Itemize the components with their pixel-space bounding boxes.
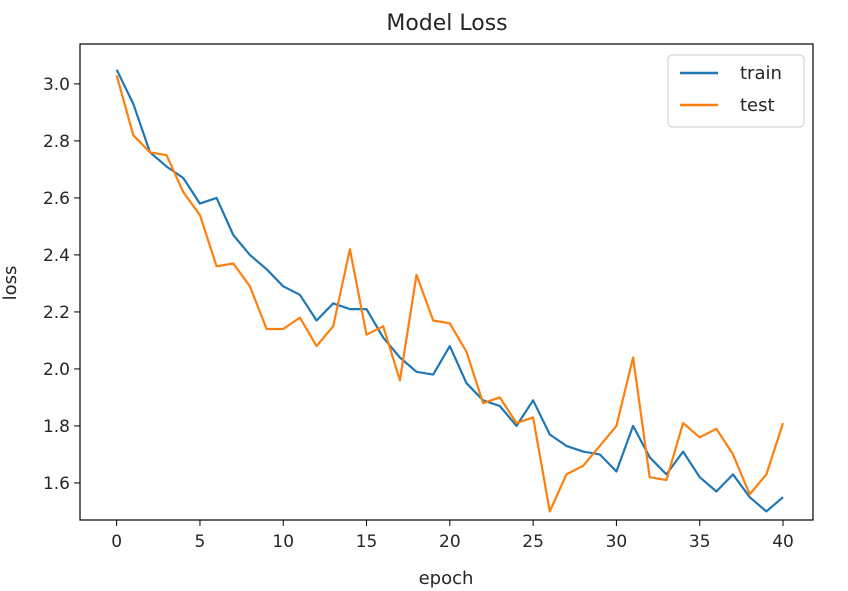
y-tick-label: 2.0 xyxy=(43,360,70,380)
x-axis-title: epoch xyxy=(419,568,474,589)
series-line-test xyxy=(115,75,785,513)
x-tick-label: 0 xyxy=(111,532,122,552)
y-tick-label: 2.8 xyxy=(43,132,70,152)
x-tick-label: 25 xyxy=(522,532,544,552)
y-tick-label: 3.0 xyxy=(43,75,70,95)
plot-area xyxy=(115,69,785,513)
x-tick-label: 5 xyxy=(195,532,206,552)
x-tick-label: 20 xyxy=(439,532,461,552)
x-axis-ticks: 0 5 10 15 20 25 30 35 40 xyxy=(111,520,794,552)
legend-label-train: train xyxy=(740,63,782,84)
legend: train test xyxy=(667,54,805,128)
y-tick-label: 1.8 xyxy=(43,417,70,437)
x-tick-label: 30 xyxy=(606,532,628,552)
x-tick-label: 10 xyxy=(272,532,294,552)
y-axis-ticks: 1.6 1.8 2.0 2.2 2.4 2.6 2.8 3.0 xyxy=(43,75,80,494)
chart-title: Model Loss xyxy=(386,11,507,36)
x-tick-label: 15 xyxy=(356,532,378,552)
series-line-train xyxy=(115,69,784,513)
y-tick-label: 2.6 xyxy=(43,189,70,209)
y-tick-label: 2.4 xyxy=(43,246,70,266)
x-tick-label: 40 xyxy=(772,532,794,552)
legend-box xyxy=(667,54,805,128)
x-tick-label: 35 xyxy=(689,532,711,552)
legend-label-test: test xyxy=(740,95,775,116)
y-tick-label: 1.6 xyxy=(43,474,70,494)
y-axis-title: loss xyxy=(0,266,21,301)
y-tick-label: 2.2 xyxy=(43,303,70,323)
axes-frame xyxy=(79,43,814,521)
